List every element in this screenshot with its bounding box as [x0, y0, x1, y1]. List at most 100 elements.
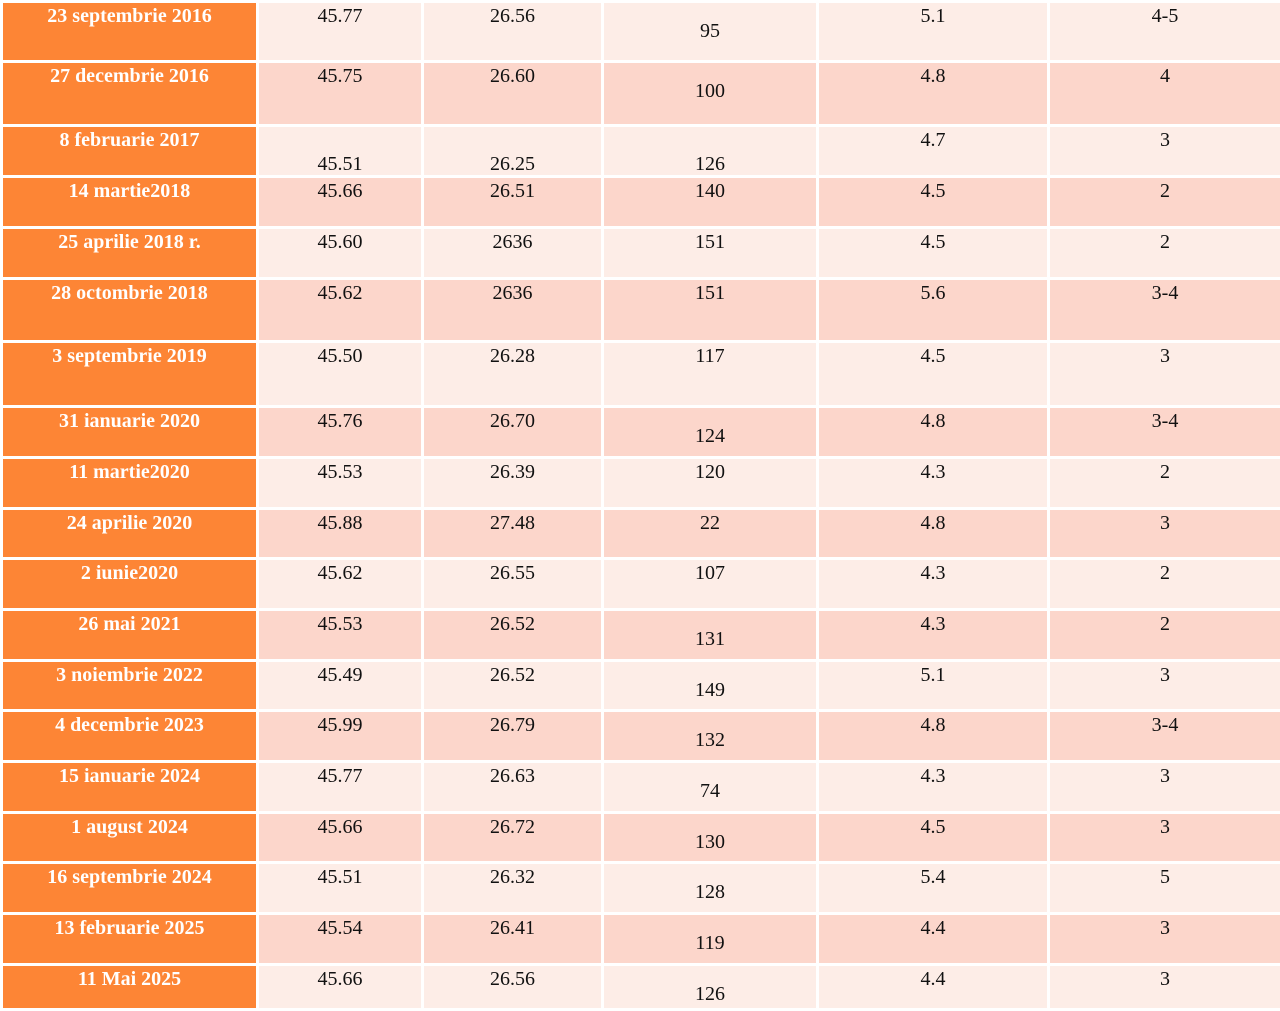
intensity-value: 2: [1050, 611, 1280, 635]
longitude-value: 26.63: [424, 763, 601, 787]
cell-intensity: 3: [1049, 126, 1280, 177]
date-value: 14 martie2018: [3, 178, 256, 202]
magnitude-value: 5.1: [819, 3, 1047, 27]
latitude-value: 45.66: [259, 814, 421, 838]
latitude-value: 45.77: [259, 3, 421, 27]
cell-latitude: 45.66: [258, 813, 423, 863]
cell-date: 31 ianuarie 2020: [2, 407, 258, 458]
cell-depth: 126: [603, 126, 818, 177]
magnitude-value: 4.5: [819, 814, 1047, 838]
latitude-value: 45.62: [259, 280, 421, 304]
cell-magnitude: 4.4: [818, 914, 1049, 965]
depth-value: 74: [604, 763, 816, 802]
depth-value: 131: [604, 611, 816, 650]
cell-depth: 74: [603, 762, 818, 813]
latitude-value: 45.66: [259, 966, 421, 990]
cell-depth: 119: [603, 914, 818, 965]
date-value: 13 februarie 2025: [3, 915, 256, 939]
depth-value: 151: [604, 280, 816, 304]
cell-intensity: 3: [1049, 661, 1280, 711]
depth-value: 140: [604, 178, 816, 202]
cell-date: 28 octombrie 2018: [2, 279, 258, 342]
cell-magnitude: 4.3: [818, 458, 1049, 509]
cell-longitude: 26.52: [423, 610, 603, 661]
cell-date: 2 iunie2020: [2, 559, 258, 610]
cell-magnitude: 4.5: [818, 813, 1049, 863]
intensity-value: 3-4: [1050, 280, 1280, 304]
cell-depth: 95: [603, 2, 818, 62]
cell-date: 8 februarie 2017: [2, 126, 258, 177]
depth-value: 126: [604, 127, 816, 175]
latitude-value: 45.76: [259, 408, 421, 432]
cell-magnitude: 5.6: [818, 279, 1049, 342]
cell-latitude: 45.60: [258, 228, 423, 279]
depth-value: 117: [604, 343, 816, 367]
cell-longitude: 26.25: [423, 126, 603, 177]
cell-date: 1 august 2024: [2, 813, 258, 863]
date-value: 8 februarie 2017: [3, 127, 256, 151]
intensity-value: 3-4: [1050, 408, 1280, 432]
cell-date: 24 aprilie 2020: [2, 509, 258, 559]
magnitude-value: 4.7: [819, 127, 1047, 151]
cell-longitude: 26.56: [423, 965, 603, 1010]
cell-longitude: 26.28: [423, 342, 603, 407]
longitude-value: 26.39: [424, 459, 601, 483]
depth-value: 132: [604, 712, 816, 751]
cell-date: 3 septembrie 2019: [2, 342, 258, 407]
longitude-value: 26.51: [424, 178, 601, 202]
cell-latitude: 45.66: [258, 177, 423, 228]
cell-longitude: 26.56: [423, 2, 603, 62]
cell-depth: 120: [603, 458, 818, 509]
cell-depth: 128: [603, 863, 818, 914]
intensity-value: 3: [1050, 763, 1280, 787]
intensity-value: 3-4: [1050, 712, 1280, 736]
cell-latitude: 45.54: [258, 914, 423, 965]
magnitude-value: 4.8: [819, 712, 1047, 736]
cell-longitude: 2636: [423, 279, 603, 342]
cell-intensity: 3: [1049, 762, 1280, 813]
depth-value: 107: [604, 560, 816, 584]
date-value: 4 decembrie 2023: [3, 712, 256, 736]
longitude-value: 2636: [424, 280, 601, 304]
cell-magnitude: 4.8: [818, 407, 1049, 458]
magnitude-value: 4.4: [819, 966, 1047, 990]
longitude-value: 26.72: [424, 814, 601, 838]
date-value: 15 ianuarie 2024: [3, 763, 256, 787]
cell-longitude: 26.39: [423, 458, 603, 509]
depth-value: 124: [604, 408, 816, 447]
cell-intensity: 3: [1049, 509, 1280, 559]
date-value: 25 aprilie 2018 r.: [3, 229, 256, 253]
longitude-value: 26.32: [424, 864, 601, 888]
depth-value: 22: [604, 510, 816, 534]
depth-value: 128: [604, 864, 816, 903]
cell-latitude: 45.53: [258, 458, 423, 509]
cell-latitude: 45.49: [258, 661, 423, 711]
date-value: 24 aprilie 2020: [3, 510, 256, 534]
date-value: 23 septembrie 2016: [3, 3, 256, 27]
cell-magnitude: 5.4: [818, 863, 1049, 914]
latitude-value: 45.49: [259, 662, 421, 686]
cell-date: 3 noiembrie 2022: [2, 661, 258, 711]
cell-latitude: 45.62: [258, 559, 423, 610]
cell-latitude: 45.53: [258, 610, 423, 661]
depth-value: 119: [604, 915, 816, 954]
latitude-value: 45.53: [259, 459, 421, 483]
cell-intensity: 5: [1049, 863, 1280, 914]
magnitude-value: 4.8: [819, 408, 1047, 432]
cell-intensity: 2: [1049, 228, 1280, 279]
latitude-value: 45.75: [259, 63, 421, 87]
depth-value: 100: [604, 63, 816, 102]
cell-depth: 126: [603, 965, 818, 1010]
longitude-value: 26.28: [424, 343, 601, 367]
longitude-value: 26.70: [424, 408, 601, 432]
longitude-value: 26.60: [424, 63, 601, 87]
